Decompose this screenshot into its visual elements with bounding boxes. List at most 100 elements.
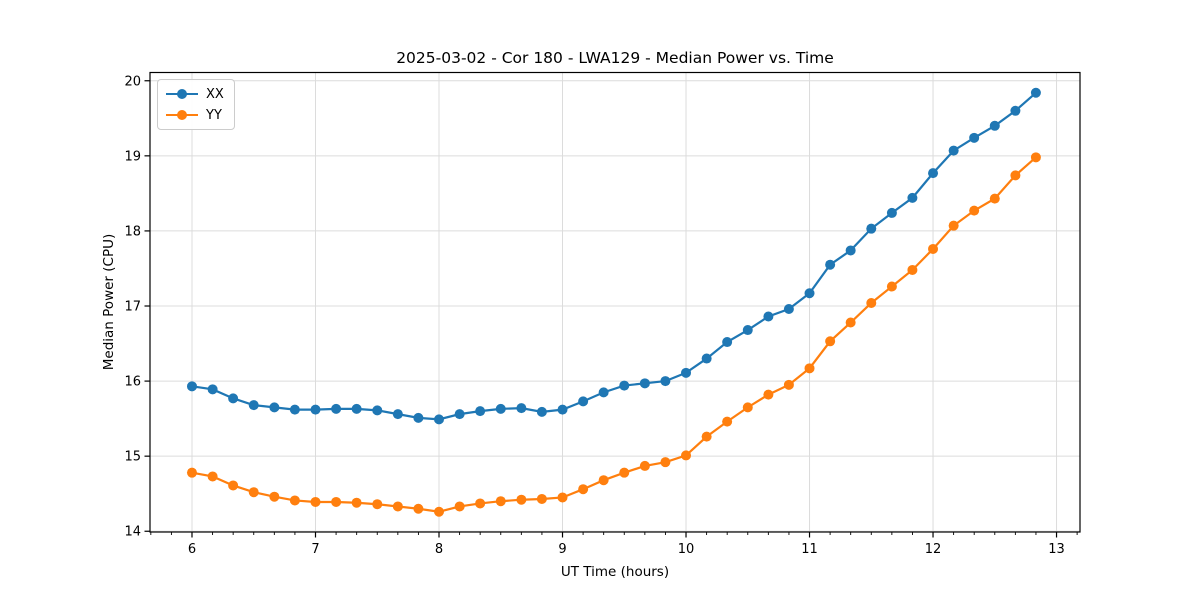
y-tick-label: 20	[124, 74, 141, 89]
series-xx-marker	[578, 396, 589, 407]
series-xx-marker	[722, 337, 733, 348]
series-xx-marker	[825, 259, 836, 270]
series-yy-marker	[1030, 152, 1041, 163]
series-yy-marker	[886, 281, 897, 292]
series-yy-marker	[186, 467, 197, 478]
series-xx-marker	[639, 378, 650, 389]
series-yy-marker	[454, 501, 465, 512]
series-xx-marker	[186, 381, 197, 392]
series-yy-marker	[866, 298, 877, 309]
series-yy-marker	[392, 501, 403, 512]
y-tick-label: 14	[124, 525, 141, 540]
series-xx-marker	[289, 404, 300, 415]
series-xx-marker	[248, 400, 259, 411]
series-yy-marker	[763, 389, 774, 400]
series-yy-marker	[598, 475, 609, 486]
series-yy-marker	[948, 220, 959, 231]
series-xx-marker	[1010, 105, 1021, 116]
series-xx-marker	[969, 132, 980, 143]
series-yy-marker	[207, 471, 218, 482]
series-xx-marker	[763, 311, 774, 322]
series-yy-marker	[701, 431, 712, 442]
series-xx-marker	[454, 409, 465, 420]
y-tick-label: 16	[124, 375, 141, 390]
series-xx-marker	[269, 402, 280, 413]
plot-border	[149, 71, 1081, 533]
x-tick-label: 13	[1048, 542, 1065, 557]
x-tick-label: 8	[435, 542, 443, 557]
series-xx-marker	[372, 405, 383, 416]
series-yy-marker	[907, 264, 918, 275]
series-xx-marker	[681, 367, 692, 378]
y-tick-label: 15	[124, 450, 141, 465]
series-yy-marker	[928, 243, 939, 254]
series-yy-marker	[475, 498, 486, 509]
series-yy-marker	[578, 484, 589, 495]
y-tick-label: 18	[124, 224, 141, 239]
series-yy-marker	[742, 402, 753, 413]
series-yy-line	[191, 156, 1037, 513]
series-xx-marker	[804, 288, 815, 299]
series-xx-marker	[516, 403, 527, 414]
series-xx-marker	[907, 192, 918, 203]
series-yy-marker	[969, 205, 980, 216]
series-yy-marker	[351, 497, 362, 508]
y-axis-label: Median Power (CPU)	[101, 233, 117, 371]
series-yy-marker	[639, 460, 650, 471]
series-yy-swatch-icon	[166, 110, 198, 120]
legend: XX YY	[157, 79, 235, 130]
series-xx-marker	[660, 376, 671, 387]
series-yy-marker	[619, 467, 630, 478]
series-yy-marker	[536, 493, 547, 504]
series-xx-marker	[866, 223, 877, 234]
series-yy-marker	[413, 503, 424, 514]
series-yy-marker	[248, 487, 259, 498]
y-tick-label: 19	[124, 149, 141, 164]
series-yy-marker	[989, 193, 1000, 204]
series-yy-marker	[310, 496, 321, 507]
series-yy-marker	[289, 495, 300, 506]
series-xx-marker	[886, 207, 897, 218]
series-xx-marker	[1030, 87, 1041, 98]
series-xx-marker	[475, 406, 486, 417]
series-xx-marker	[783, 304, 794, 315]
series-yy-marker	[1010, 170, 1021, 181]
x-tick-label: 11	[801, 542, 818, 557]
series-yy-marker	[845, 317, 856, 328]
series-xx-marker	[351, 403, 362, 414]
series-xx-line	[191, 91, 1037, 421]
series-yy-marker	[434, 506, 445, 517]
series-xx-marker	[207, 384, 218, 395]
series-xx-marker	[495, 403, 506, 414]
series-xx-marker	[434, 414, 445, 425]
x-tick-label: 10	[678, 542, 695, 557]
series-yy-marker	[331, 496, 342, 507]
series-xx-marker	[228, 393, 239, 404]
x-tick-label: 12	[925, 542, 942, 557]
series-yy-marker	[495, 496, 506, 507]
series-xx-marker	[619, 380, 630, 391]
series-yy-marker	[557, 492, 568, 503]
y-tick-label: 17	[124, 300, 141, 315]
x-tick-label: 6	[188, 542, 196, 557]
series-xx-swatch-icon	[166, 89, 198, 99]
series-xx-marker	[413, 412, 424, 423]
series-xx-marker	[989, 120, 1000, 131]
series-xx-marker	[701, 353, 712, 364]
series-xx-marker	[310, 404, 321, 415]
series-xx-marker	[331, 403, 342, 414]
series-yy-marker	[269, 491, 280, 502]
legend-item-xx: XX	[166, 85, 224, 103]
series-xx-marker	[948, 145, 959, 156]
x-tick-label: 9	[558, 542, 566, 557]
series-yy-marker	[660, 457, 671, 468]
x-axis-label: UT Time (hours)	[560, 564, 670, 580]
series-xx-marker	[536, 406, 547, 417]
legend-label-yy: YY	[206, 107, 222, 123]
series-yy-marker	[372, 499, 383, 510]
series-xx-marker	[598, 387, 609, 398]
legend-item-yy: YY	[166, 106, 224, 124]
series-yy-marker	[228, 480, 239, 491]
